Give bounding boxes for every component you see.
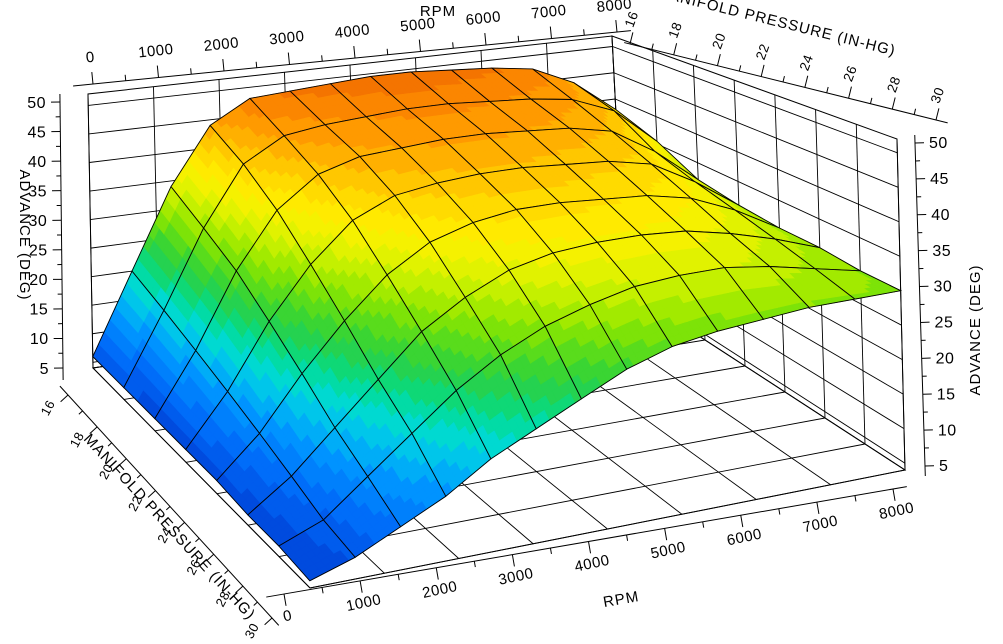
tick-label: 5 [939,458,948,475]
tick-label: 10 [30,331,49,348]
axis-title-rpm-top: RPM [420,3,456,20]
tick-label: 20 [936,351,955,368]
tick-label: 15 [30,302,49,319]
axis-minor-tick [517,35,520,42]
grid-line [92,367,311,589]
tick-label: 0 [85,49,96,67]
tick-label: 50 [929,135,948,152]
grid-line [612,46,898,154]
grid-line [309,469,906,589]
tick-label: 50 [27,95,46,112]
axis-minor-tick [255,61,258,68]
axis-minor-tick [583,29,585,36]
tick-label: 45 [930,171,949,188]
axis-minor-tick [190,68,192,75]
axis-title-advance-right: ADVANCE (DEG) [967,264,984,395]
tick-label: 45 [28,124,47,141]
tick-label: 15 [937,386,956,403]
surface-mesh [92,67,903,582]
tick-label: 30 [933,279,952,296]
tick-label: 5 [40,361,49,378]
tick-label: 40 [28,154,47,171]
tick-label: 25 [935,315,954,332]
tick-label: 35 [932,243,951,260]
tick-label: 10 [938,422,957,439]
axis-minor-tick [124,74,127,81]
grid-line [613,72,899,188]
tick-label: 40 [931,207,950,224]
axis-minor-tick [321,55,323,62]
grid-line [88,46,613,106]
axis-minor-tick [386,48,389,55]
axis-title-advance-left: ADVANCE (DEG) [16,169,33,300]
grid-line [896,138,906,471]
grid-line [87,93,94,369]
axis-minor-tick [452,42,454,49]
grid-line [615,98,900,223]
